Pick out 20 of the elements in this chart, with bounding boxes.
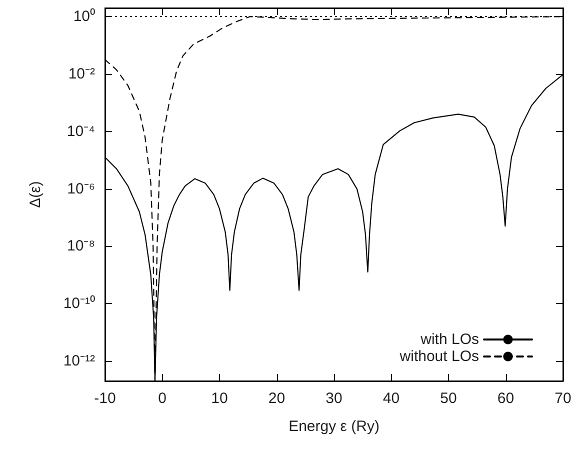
x-tick-label: 60: [497, 390, 514, 407]
x-tick-label: 50: [440, 390, 457, 407]
y-tick-label: 10⁻⁸: [66, 238, 95, 255]
y-tick-label: 10⁻⁴: [66, 122, 95, 140]
x-tick-label: -10: [94, 390, 116, 407]
y-tick-label: 10⁰: [73, 8, 95, 26]
y-tick-label: 10⁻¹⁰: [63, 295, 95, 312]
legend-label: without LOs: [398, 348, 479, 365]
x-axis-title: Energy ε (Ry): [288, 418, 380, 435]
legend-label: with LOs: [420, 331, 479, 348]
x-tick-label: 0: [158, 390, 166, 407]
x-tick-label: 70: [554, 390, 572, 407]
x-tick-label: 10: [211, 390, 228, 407]
y-tick-label: 10⁻⁶: [67, 180, 95, 198]
x-tick-label: 30: [326, 390, 342, 407]
x-tick-label: 40: [382, 390, 400, 407]
x-tick-label: 20: [268, 390, 286, 407]
y-tick-label: 10⁻¹²: [63, 352, 95, 370]
y-axis-title: Δ(ε): [27, 181, 44, 208]
y-tick-label: 10⁻²: [68, 66, 95, 83]
